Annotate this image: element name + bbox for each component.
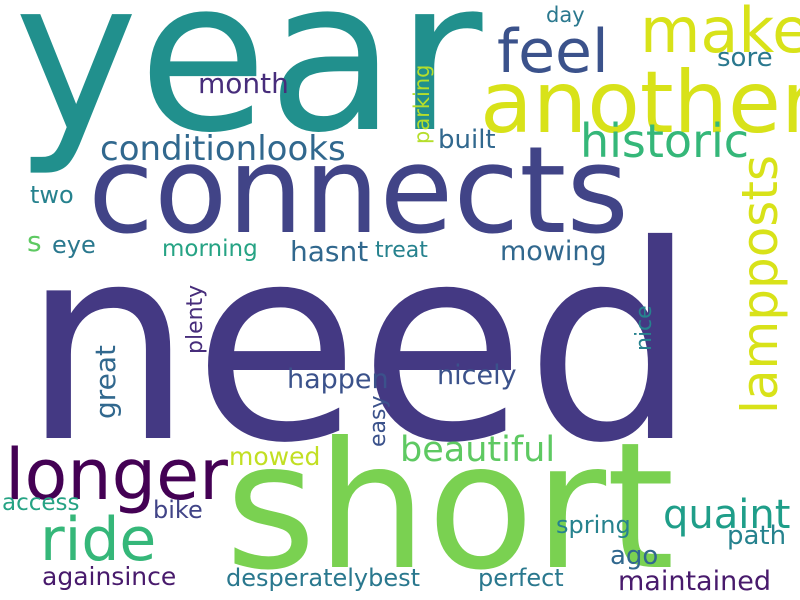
word-month: month <box>198 67 289 100</box>
word-nice: nice <box>632 305 657 351</box>
word-maintained: maintained <box>618 566 771 597</box>
word-spring: spring <box>556 511 631 539</box>
word-happen: happen <box>287 364 389 395</box>
word-ago: ago <box>610 541 659 571</box>
word-nicely: nicely <box>437 360 517 391</box>
word-desperatelybest: desperatelybest <box>226 564 421 592</box>
word-longer: longer <box>5 434 228 516</box>
word-parking: parking <box>410 64 434 144</box>
word-another: another <box>480 53 800 153</box>
word-eye: eye <box>52 231 96 259</box>
word-beautiful: beautiful <box>400 430 556 470</box>
word-morning: morning <box>162 236 258 262</box>
word-feel: feel <box>497 17 609 87</box>
word-lampposts: lampposts <box>731 154 789 414</box>
word-conditionlooks: conditionlooks <box>100 129 346 169</box>
word-mowing: mowing <box>500 236 607 267</box>
word-connects: connects <box>88 122 629 261</box>
word-access: access <box>2 490 80 516</box>
word-mowed: mowed <box>229 442 321 471</box>
word-sore: sore <box>717 43 773 73</box>
word-plenty: plenty <box>183 284 208 354</box>
word-easy: easy <box>366 395 391 448</box>
word-s: s <box>27 225 42 258</box>
word-quaint: quaint <box>663 492 791 538</box>
word-year: year <box>14 0 483 179</box>
word-hasnt: hasnt <box>290 235 369 268</box>
word-historic: historic <box>580 114 750 168</box>
word-two: two <box>30 181 74 209</box>
word-great: great <box>89 344 122 419</box>
word-day: day <box>546 3 585 27</box>
word-ride: ride <box>40 505 157 575</box>
word-againsince: againsince <box>42 562 177 591</box>
word-make: make <box>640 0 800 67</box>
word-perfect: perfect <box>478 564 564 592</box>
word-treat: treat <box>375 238 428 263</box>
word-built: built <box>438 125 496 155</box>
word-short: short <box>225 406 675 600</box>
word-bike: bike <box>153 496 203 524</box>
word-need: need <box>22 187 697 502</box>
word-path: path <box>727 521 787 551</box>
